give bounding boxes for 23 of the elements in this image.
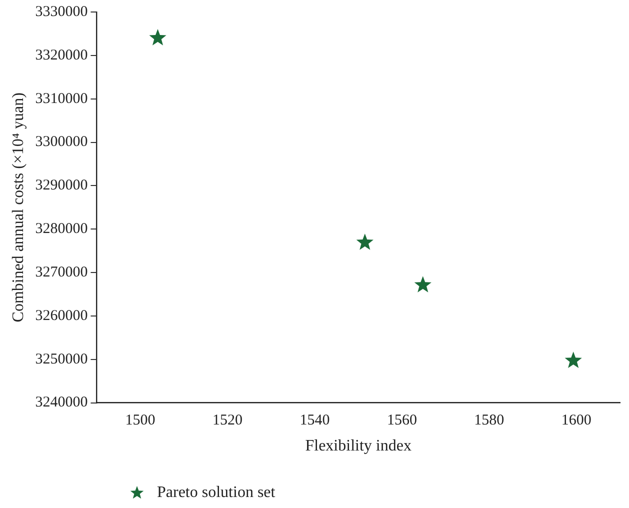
y-tick-label: 3290000 [35,178,88,194]
y-tick-label: 3320000 [35,47,88,64]
y-tick-label: 3250000 [35,351,88,368]
x-tick-label: 1520 [212,412,243,429]
point [564,352,582,368]
point [149,29,166,46]
y-tick-label: 3240000 [35,394,88,411]
x-tick-label: 1560 [386,412,417,429]
x-tick-label: 1580 [474,412,504,429]
y-tick-label: 3260000 [35,308,88,324]
y-tick-label: 3300000 [35,134,88,150]
y-tick-label: 3330000 [35,4,88,20]
point [356,234,374,250]
x-tick-label: 1600 [561,412,592,429]
y-tick-label: 3310000 [35,90,88,107]
x-tick-label: 1540 [300,412,330,429]
y-axis-title: Combined annual costs (×10⁴ yuan) [10,92,27,322]
legend-label: Pareto solution set [157,484,276,502]
x-axis-title: Flexibility index [305,438,412,455]
y-tick-label: 3270000 [35,264,88,280]
y-tick-label: 3280000 [35,221,88,238]
point [414,276,432,292]
x-tick-label: 1500 [125,412,156,429]
